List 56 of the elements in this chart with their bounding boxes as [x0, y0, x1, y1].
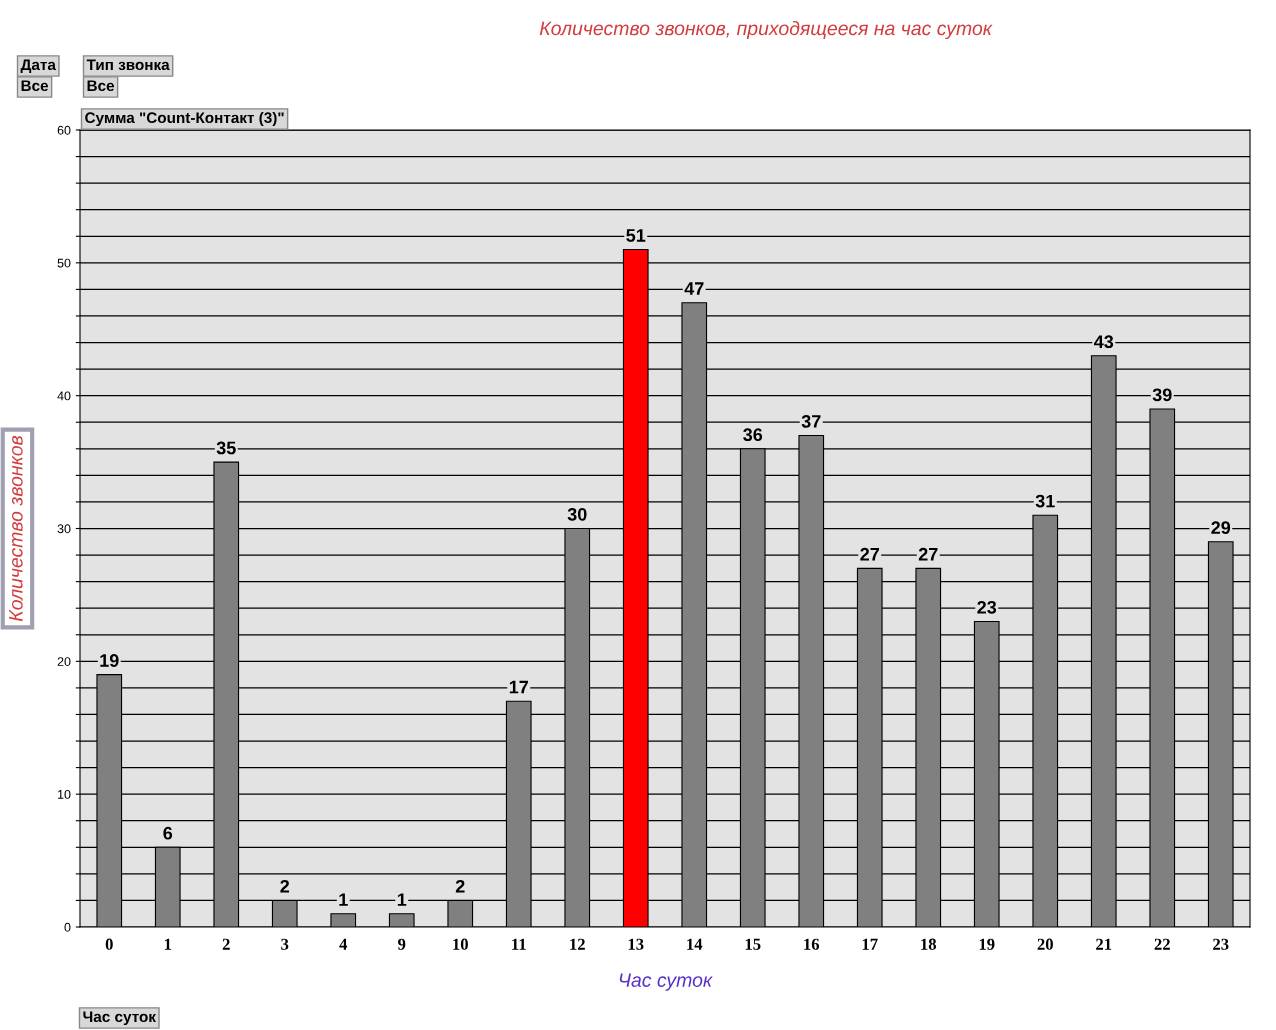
data-label: 19	[100, 654, 119, 667]
x-tick-label: 20	[1037, 938, 1053, 950]
data-label: 51	[626, 229, 646, 242]
data-label: 31	[1035, 494, 1055, 508]
x-tick-label: 13	[628, 938, 644, 950]
text: Дата	[20, 59, 57, 73]
y-tick-label: 50	[57, 258, 71, 268]
x-tick-label: 10	[453, 938, 468, 950]
x-tick-label: 12	[570, 938, 585, 950]
y-tick-label: 20	[57, 657, 71, 666]
x-tick-label: 22	[1154, 938, 1170, 950]
data-label: 27	[860, 547, 879, 561]
data-label: 2	[455, 879, 465, 893]
y-tick-label: 30	[57, 524, 71, 534]
y-tick-label: 60	[57, 125, 71, 135]
data-label: 6	[163, 826, 173, 840]
text: Тип звонка	[86, 59, 170, 71]
x-tick-label: 14	[687, 938, 703, 950]
y-tick-label: 10	[58, 789, 71, 799]
text: Все	[87, 80, 115, 92]
data-label: 29	[1211, 521, 1231, 535]
data-label: 36	[743, 428, 763, 442]
x-tick-label: 16	[804, 938, 820, 950]
x-tick-label: 21	[1096, 938, 1112, 950]
x-tick-label: 18	[921, 938, 937, 950]
data-label: 35	[216, 441, 236, 455]
y-axis-title: Количество звонков	[9, 435, 23, 622]
data-label: 47	[684, 282, 704, 295]
data-label: 1	[397, 893, 407, 906]
x-tick-label: 9	[398, 938, 406, 950]
text: Все	[21, 80, 49, 92]
data-label: 43	[1093, 335, 1114, 349]
data-label: 2	[280, 879, 290, 893]
x-tick-label: 1	[164, 938, 172, 950]
x-tick-label: 15	[745, 938, 761, 950]
y-tick-label: 40	[57, 391, 71, 401]
x-tick-label: 4	[339, 938, 348, 950]
text: Час суток	[83, 1011, 156, 1026]
data-label: 17	[509, 680, 528, 694]
x-tick-label: 11	[512, 938, 526, 950]
data-label: 27	[918, 547, 938, 561]
x-tick-label: 23	[1213, 938, 1229, 950]
y-tick-label: 0	[64, 922, 71, 932]
x-tick-label: 2	[222, 938, 230, 950]
x-tick-label: 0	[105, 938, 113, 950]
x-axis-title: Час суток	[619, 973, 713, 991]
text: Сумма "Count-Контакт (3)"	[85, 111, 284, 127]
data-label: 39	[1152, 388, 1172, 402]
chart-title: Количество звонков, приходящееся на час суток	[539, 20, 993, 40]
x-tick-label: 3	[281, 938, 289, 950]
x-tick-label: 17	[862, 938, 878, 950]
data-label: 30	[567, 507, 587, 521]
data-label: 23	[977, 600, 997, 614]
data-label: 1	[339, 893, 348, 906]
data-label: 37	[801, 415, 821, 428]
x-tick-label: 19	[979, 938, 995, 950]
